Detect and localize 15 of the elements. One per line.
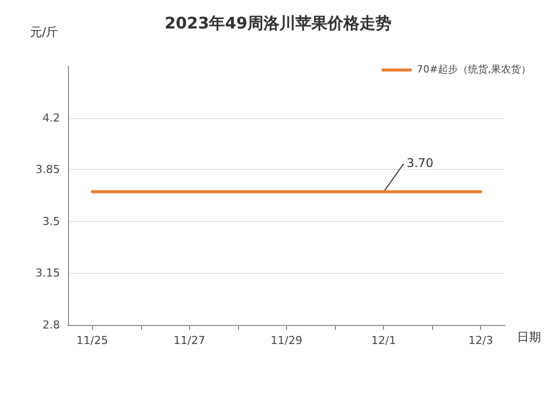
x-tick-label: 11/29 (270, 334, 302, 347)
y-tick-label: 3.85 (36, 163, 60, 176)
y-tick-label: 4.2 (42, 111, 60, 124)
y-tick-label: 3.5 (42, 214, 60, 228)
chart-title: 2023年49周洛川苹果价格走势 (164, 14, 392, 32)
annotation: 3.70 (406, 156, 434, 170)
x-tick-label: 11/25 (76, 334, 108, 347)
y-axis-title: 元/斤 (30, 25, 58, 39)
legend-label: 70#起步（统货,果农货） (416, 64, 532, 76)
x-tick-label: 12/3 (468, 334, 494, 347)
y-tick-label: 3.15 (36, 266, 60, 280)
x-tick-label: 12/1 (371, 334, 396, 347)
x-tick-label: 11/27 (174, 334, 206, 347)
x-axis-title: 日期 (517, 330, 541, 344)
y-tick-label: 2.8 (42, 318, 60, 332)
